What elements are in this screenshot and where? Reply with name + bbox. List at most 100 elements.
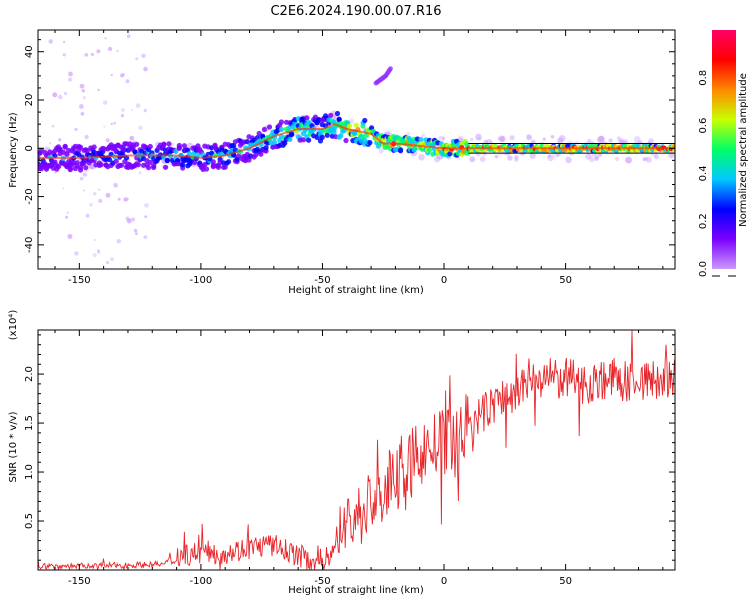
spectral-point — [266, 124, 273, 130]
spectral-point — [134, 141, 140, 147]
spectral-point — [469, 137, 474, 142]
spectral-point — [263, 145, 269, 151]
spectral-point — [625, 156, 633, 164]
spectral-point — [91, 144, 97, 150]
spectral-point — [479, 156, 486, 163]
snr-multiplier: (x10⁴) — [8, 310, 19, 341]
spectral-point — [82, 96, 87, 100]
spectral-point — [278, 119, 284, 125]
spectral-point — [68, 77, 73, 82]
spectral-point — [67, 234, 73, 239]
spectral-point — [170, 142, 175, 147]
spectral-point — [353, 122, 359, 128]
spectral-point — [289, 132, 295, 138]
spectral-point — [147, 143, 153, 150]
secondary-feature-point — [388, 66, 393, 71]
y-tick-label: 20 — [24, 94, 35, 107]
spectral-point — [84, 134, 89, 140]
colorbar-label: Normalized spectral amplitude — [738, 73, 749, 227]
x-tick-label: -100 — [190, 576, 213, 587]
spectral-point — [565, 156, 572, 164]
spectral-point — [102, 100, 108, 105]
spectral-point — [62, 53, 66, 57]
x-tick-label: -150 — [68, 576, 91, 587]
spectral-point — [442, 136, 446, 140]
spectral-point — [135, 103, 141, 108]
spectral-point — [529, 152, 536, 159]
y-tick-label: 1.0 — [24, 464, 35, 480]
spectral-point — [557, 137, 564, 144]
spectral-point — [146, 165, 152, 171]
spectral-point — [123, 197, 128, 202]
spectral-point — [192, 159, 198, 166]
y-tick-label: -40 — [24, 237, 35, 253]
spectrogram-frame — [37, 29, 676, 270]
spectral-point — [498, 135, 505, 142]
spectral-point — [105, 138, 110, 143]
spectral-point — [55, 164, 62, 170]
spectral-point — [116, 50, 119, 52]
spectral-point — [672, 143, 675, 149]
spectral-point — [597, 136, 605, 144]
spectral-point — [48, 39, 53, 44]
spectral-point — [131, 217, 136, 222]
spectral-point — [164, 157, 170, 163]
colorbar-scale — [712, 30, 736, 269]
colorbar-tick-label: 0.0 — [698, 261, 709, 277]
colorbar-tick-label: 0.2 — [698, 213, 709, 229]
spectral-point — [90, 52, 95, 57]
spectral-point — [92, 253, 97, 258]
spectral-point — [135, 232, 138, 236]
spectral-point — [594, 155, 600, 160]
spectral-point — [176, 145, 182, 151]
spectral-point — [588, 156, 595, 163]
spectral-point — [324, 132, 330, 138]
spectral-point — [141, 53, 146, 58]
spectral-point — [319, 134, 325, 140]
spectral-point — [98, 198, 103, 203]
spectral-point — [406, 131, 411, 136]
spectral-point — [181, 143, 187, 149]
spectral-point — [418, 136, 424, 143]
spectral-point — [608, 138, 613, 143]
spectral-point — [116, 239, 122, 244]
spectral-point — [558, 148, 563, 153]
spectral-point — [542, 137, 546, 141]
spectral-point — [117, 197, 121, 201]
snr-frame — [37, 329, 676, 571]
spectral-point — [261, 126, 267, 133]
y-tick-label: 40 — [24, 45, 35, 58]
spectral-point — [58, 138, 62, 142]
spectral-point — [163, 164, 169, 170]
spectral-point — [282, 140, 288, 146]
spectral-point — [93, 238, 96, 242]
spectral-point — [483, 139, 489, 144]
spectral-point — [210, 159, 216, 165]
spectral-point — [66, 211, 69, 214]
spectral-point — [304, 115, 310, 121]
x-tick-label: 50 — [559, 275, 572, 286]
spectral-point — [96, 49, 101, 54]
spectral-point — [135, 162, 141, 168]
spectral-point — [278, 126, 284, 132]
spectral-point — [336, 117, 342, 123]
spectral-point — [58, 94, 63, 100]
spectral-point — [110, 122, 113, 125]
spectral-point — [378, 148, 384, 154]
spectral-point — [138, 171, 142, 175]
snr-marks — [38, 330, 675, 570]
colorbar-tick-label: 0.4 — [698, 165, 709, 181]
spectral-point — [79, 104, 84, 109]
main-tone-line — [38, 123, 675, 159]
spectral-point — [469, 156, 476, 163]
x-tick-label: -150 — [68, 275, 91, 286]
spectral-point — [173, 148, 179, 154]
spectral-point — [236, 153, 242, 159]
spectral-point — [113, 158, 119, 164]
spectral-point — [133, 140, 136, 143]
spectral-point — [426, 147, 432, 153]
spectral-point — [105, 192, 111, 198]
spectral-point — [287, 136, 293, 142]
spectral-point — [80, 111, 85, 116]
